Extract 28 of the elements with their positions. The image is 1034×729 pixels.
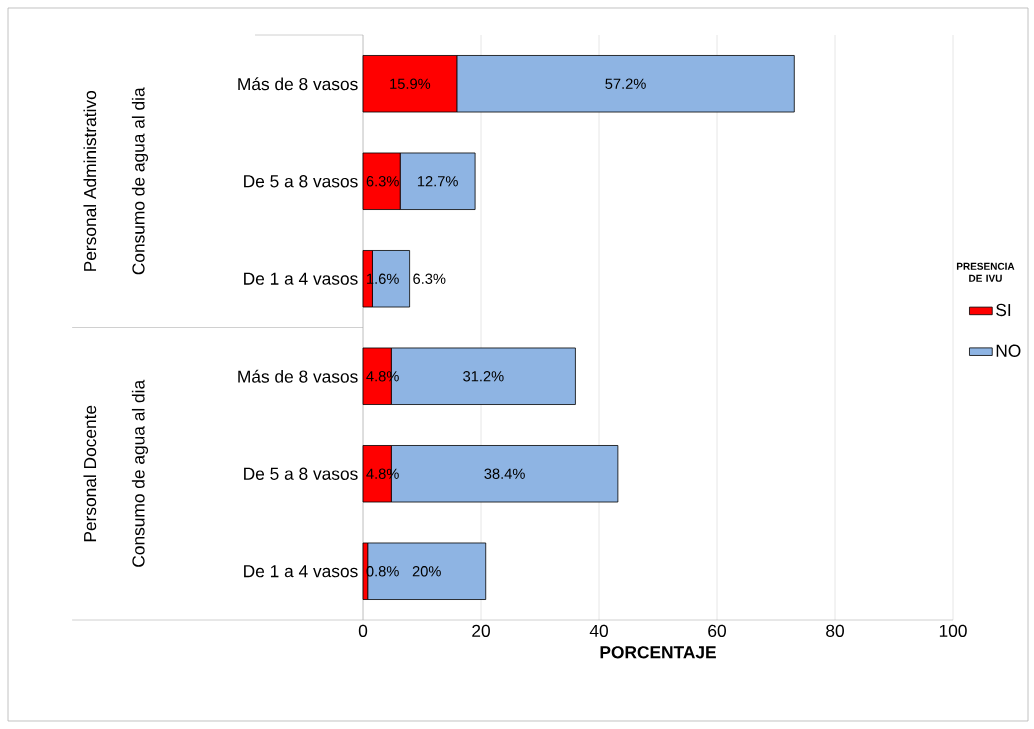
x-tick-label: 60 xyxy=(708,624,726,637)
text: Consumo de agua al dia xyxy=(131,87,149,275)
legend-title: PRESENCIA DE IVU xyxy=(956,262,1015,282)
y-tick-label: De 5 a 8 vasos xyxy=(244,467,358,480)
data-label: 57.2% xyxy=(605,78,646,89)
y-tick-label: De 1 a 4 vasos xyxy=(244,272,358,285)
x-axis-title: PORCENTAJE xyxy=(600,646,716,659)
x-tick-label: 0 xyxy=(358,624,368,637)
text: Personal Docente xyxy=(83,405,97,542)
data-label: 20% xyxy=(412,566,441,577)
x-tick-label: 20 xyxy=(472,624,490,637)
x-tick-label: 100 xyxy=(939,624,967,637)
y-tick-label: Más de 8 vasos xyxy=(238,369,358,383)
legend-label: SI xyxy=(996,303,1011,317)
y-tick-label: Más de 8 vasos xyxy=(238,77,358,91)
data-label: 12.7% xyxy=(417,176,458,187)
data-label: 38.4% xyxy=(484,468,525,479)
y-tick-label: De 5 a 8 vasos xyxy=(244,175,358,188)
text: Personal Administrativo xyxy=(83,90,97,271)
legend-label: NO xyxy=(996,344,1021,357)
text: Consumo de agua al dia xyxy=(131,379,149,567)
x-tick-label: 40 xyxy=(589,624,608,637)
y-tick-label: De 1 a 4 vasos xyxy=(244,565,358,578)
data-label: 6.3% xyxy=(366,176,399,187)
data-label: 6.3% xyxy=(413,273,446,284)
data-label: 15.9% xyxy=(390,78,431,89)
data-label: 31.2% xyxy=(463,371,504,382)
x-tick-label: 80 xyxy=(826,624,844,637)
